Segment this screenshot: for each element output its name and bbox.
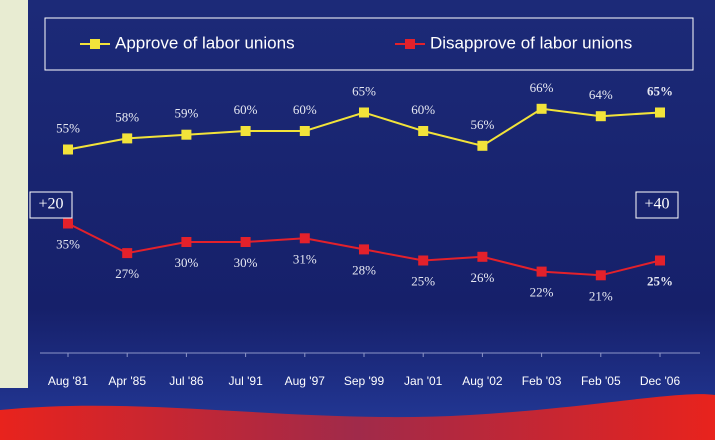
point [122, 248, 132, 258]
point [300, 233, 310, 243]
value-label: 28% [352, 262, 376, 277]
point [181, 130, 191, 140]
point [596, 270, 606, 280]
x-tick-label: Aug '97 [285, 374, 326, 388]
value-label: 25% [647, 273, 673, 288]
point [63, 219, 73, 229]
point [63, 145, 73, 155]
chart: Aug '81 Apr '85 Jul '86 Jul '91 Aug '97 Sep '… [0, 0, 715, 440]
value-label: 60% [293, 102, 317, 117]
annotation: +20 [38, 196, 63, 213]
value-label: 22% [530, 285, 554, 300]
value-label: 60% [411, 102, 435, 117]
point [596, 111, 606, 121]
x-tick-label: Aug '81 [48, 374, 89, 388]
value-label: 30% [174, 255, 198, 270]
point [655, 108, 665, 118]
point [418, 126, 428, 136]
point [477, 141, 487, 151]
value-label: 58% [115, 109, 139, 124]
legend-label: Disapprove of labor unions [430, 33, 632, 52]
x-tick-label: Jul '91 [228, 374, 263, 388]
point [359, 244, 369, 254]
point [181, 237, 191, 247]
point [359, 108, 369, 118]
value-label: 26% [470, 270, 494, 285]
value-label: 56% [470, 117, 494, 132]
side-strip [0, 0, 28, 388]
legend-label: Approve of labor unions [115, 33, 295, 52]
value-label: 30% [234, 255, 258, 270]
point [655, 256, 665, 266]
value-label: 64% [589, 87, 613, 102]
value-label: 35% [56, 236, 80, 251]
x-tick-label: Sep '99 [344, 374, 385, 388]
x-tick-label: Feb '03 [522, 374, 562, 388]
point [241, 126, 251, 136]
point [477, 252, 487, 262]
value-label: 65% [647, 83, 673, 98]
value-label: 66% [530, 80, 554, 95]
x-tick-label: Aug '02 [462, 374, 503, 388]
value-label: 25% [411, 273, 435, 288]
point [300, 126, 310, 136]
point [122, 133, 132, 143]
value-label: 60% [234, 102, 258, 117]
x-tick-label: Jan '01 [404, 374, 443, 388]
x-tick-label: Apr '85 [108, 374, 146, 388]
value-label: 27% [115, 266, 139, 281]
annotation: +40 [644, 196, 669, 213]
value-label: 55% [56, 120, 80, 135]
x-tick-label: Feb '05 [581, 374, 621, 388]
point [537, 267, 547, 277]
legend-marker [90, 39, 100, 49]
value-label: 21% [589, 288, 613, 303]
point [418, 256, 428, 266]
point [537, 104, 547, 114]
point [241, 237, 251, 247]
value-label: 59% [174, 106, 198, 121]
x-tick-label: Jul '86 [169, 374, 204, 388]
value-label: 31% [293, 251, 317, 266]
x-tick-label: Dec '06 [640, 374, 681, 388]
value-label: 65% [352, 83, 376, 98]
legend-marker [405, 39, 415, 49]
